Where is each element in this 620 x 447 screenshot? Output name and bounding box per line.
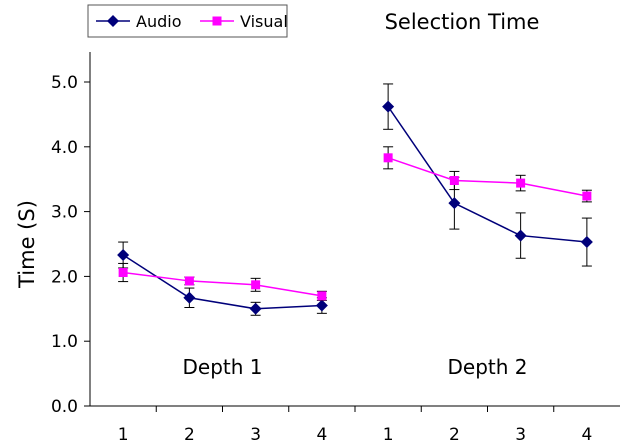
x-tick-label: 4 (316, 425, 327, 445)
data-point-audio (448, 197, 461, 210)
series-line-visual (387, 157, 588, 197)
data-point-audio (580, 236, 593, 249)
data-point-visual (449, 175, 459, 185)
legend-marker-visual (212, 16, 222, 26)
y-tick-label: 2.0 (51, 267, 78, 287)
y-tick-label: 1.0 (51, 332, 78, 352)
x-tick-label: 2 (449, 425, 460, 445)
y-tick-label: 4.0 (51, 138, 78, 158)
data-point-audio (117, 249, 130, 262)
legend: Audio Visual (87, 4, 288, 38)
x-tick-label: 1 (118, 425, 129, 445)
x-tick-label: 3 (515, 425, 526, 445)
y-tick-label: 3.0 (51, 203, 78, 223)
series-line-visual (123, 271, 322, 297)
data-point-audio (382, 100, 395, 113)
data-point-visual (516, 178, 526, 188)
data-point-visual (184, 276, 194, 286)
legend-marker-audio (107, 15, 119, 27)
data-point-visual (251, 280, 261, 290)
series-line-audio (122, 254, 322, 310)
data-point-audio (315, 299, 328, 312)
x-tick-label: 3 (250, 425, 261, 445)
x-tick-label: 1 (383, 425, 394, 445)
legend-label: Visual (240, 12, 288, 31)
data-point-audio (514, 229, 527, 242)
data-point-audio (183, 291, 196, 304)
x-tick-label: 4 (581, 425, 592, 445)
data-point-visual (317, 291, 327, 301)
series-line-audio (387, 106, 587, 243)
x-tick-label: 2 (184, 425, 195, 445)
group-label: Depth 1 (183, 355, 263, 379)
chart-title: Selection Time (385, 10, 540, 34)
series-layer (117, 83, 593, 316)
group-label: Depth 2 (448, 355, 528, 379)
y-tick-label: 0.0 (51, 397, 78, 417)
legend-label: Audio (136, 12, 181, 31)
data-point-audio (249, 302, 262, 315)
axes: 0.0 1.0 2.0 3.0 4.0 5.0 1 2 3 4 Depth 1 1 2 3 4 Depth 2 (51, 52, 620, 445)
data-point-visual (383, 153, 393, 163)
data-point-visual (118, 268, 128, 278)
data-point-visual (582, 191, 592, 201)
y-axis-label: Time (S) (15, 200, 39, 289)
y-tick-label: 5.0 (51, 73, 78, 93)
